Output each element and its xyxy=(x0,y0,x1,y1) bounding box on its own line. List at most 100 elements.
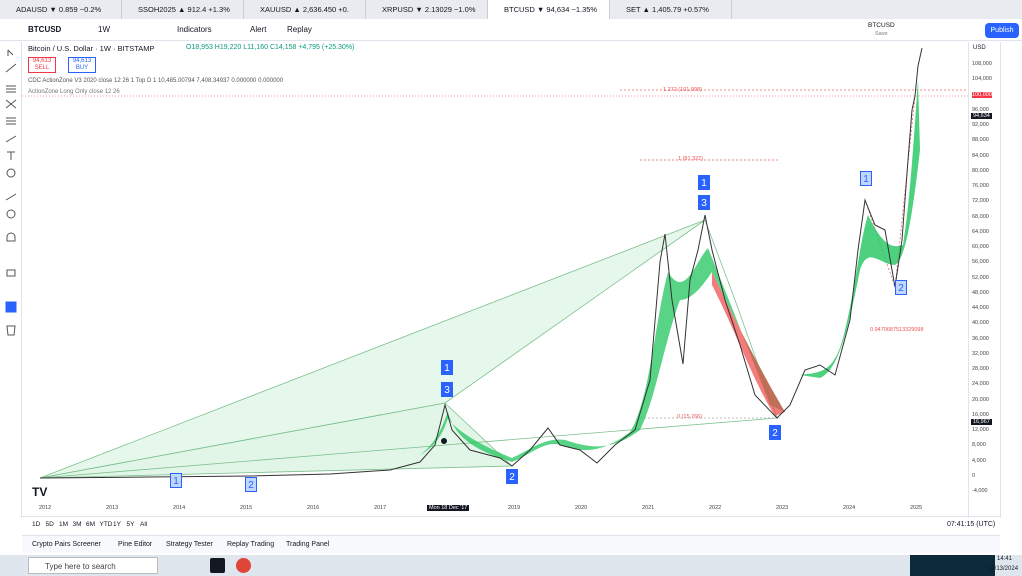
price-tick-label: 60,000 xyxy=(972,244,989,250)
price-tick-label: 20,000 xyxy=(972,396,989,403)
clock: 07:41:15 (UTC) xyxy=(947,521,996,528)
range-button[interactable]: All xyxy=(140,521,148,528)
trend-ribbon xyxy=(800,80,920,378)
range-button[interactable]: 1D xyxy=(32,521,41,528)
wave-label: 2 xyxy=(895,280,907,295)
range-button[interactable]: 6M xyxy=(86,521,96,528)
fib-label: 0.9470687513329098 xyxy=(870,327,924,333)
sell-label: SELL xyxy=(34,65,50,71)
current-price-label: 94,634 xyxy=(971,113,992,119)
price-tick-label: 36,000 xyxy=(972,335,989,342)
price-tick-label: 64,000 xyxy=(972,228,989,235)
price-tick-label: 44,000 xyxy=(972,305,989,311)
range-button[interactable]: 5Y xyxy=(126,521,135,528)
tab[interactable]: XAUUSD ▲ 2,636.450 +0. xyxy=(244,0,366,19)
toolbar: BTCUSD 1W Indicators Alert Replay BTCUSD… xyxy=(0,20,1022,41)
panel-tab[interactable]: Strategy Tester xyxy=(166,541,213,548)
save-button[interactable]: Save xyxy=(875,31,888,37)
price-tick-label: 76,000 xyxy=(972,183,989,189)
range-button[interactable]: 1Y xyxy=(113,521,121,528)
tab[interactable]: ADAUSD ▼ 0.859 −0.2% xyxy=(0,0,122,19)
cursor-price-label: 16,967 xyxy=(971,419,992,425)
price-tick-label: 32,000 xyxy=(972,350,989,357)
price-axis: USD 108,000 104,000 100,000 96,000 92,000 88,0… xyxy=(968,42,1000,518)
sell-price: 94,613 xyxy=(32,58,52,64)
app-icon[interactable] xyxy=(236,558,251,573)
wave-label: 3 xyxy=(698,195,710,210)
price-tick-label: 4,000 xyxy=(972,457,986,464)
time-tick-label: 2015 xyxy=(240,505,253,511)
panel-tab[interactable]: Replay Trading xyxy=(227,541,275,548)
price-tick-label: 0 xyxy=(972,472,976,479)
search-placeholder: Type here to search xyxy=(45,562,116,571)
sell-button[interactable]: 94,613 SELL xyxy=(28,57,56,73)
price-tick-label: 52,000 xyxy=(972,274,989,281)
panel-tab[interactable]: Pine Editor xyxy=(118,541,153,548)
indicator-legend: ActionZone Long Only close 12 26 xyxy=(28,89,120,95)
range-bar: 07:41:15 (UTC) 1D 5D 1M 3M 6M YTD 1Y 5Y All xyxy=(22,516,1000,532)
price-tick-label: 72,000 xyxy=(972,198,989,205)
taskbar: Type here to search 14:41 12/13/2024 xyxy=(0,555,1022,576)
price-tick-label: 16,000 xyxy=(972,411,989,418)
indicator-legend: CDC ActionZone V3 2020 close 12 26 1 Top… xyxy=(28,78,284,84)
drawing-toolbar xyxy=(0,42,22,518)
price-tick-label: -4,000 xyxy=(972,488,988,494)
time-tick-label: 2025 xyxy=(910,505,923,511)
wave-label: 3 xyxy=(441,382,453,397)
wave-label: 2 xyxy=(245,477,257,492)
price-tick-label: 68,000 xyxy=(972,213,989,220)
buy-label: BUY xyxy=(75,65,89,71)
app-icon[interactable] xyxy=(210,558,225,573)
range-button[interactable]: 5D xyxy=(45,521,54,528)
price-tick-label: 28,000 xyxy=(972,366,989,372)
time-tick-label: 2017 xyxy=(374,505,387,511)
tab[interactable]: SET ▲ 1,405.79 +0.57% xyxy=(610,0,732,19)
time-tick-label: 2022 xyxy=(709,505,722,511)
wave-label: 1 xyxy=(860,171,872,186)
time-tick-label: 2024 xyxy=(843,505,856,511)
interval[interactable]: 1W xyxy=(98,25,110,34)
downtrend-ribbon xyxy=(712,272,785,416)
layout-name[interactable]: BTCUSD xyxy=(868,22,895,29)
price-tick-label: 40,000 xyxy=(972,320,989,327)
replay-button[interactable]: Replay xyxy=(287,25,312,34)
fib-label: 1 (81,322) xyxy=(678,156,704,162)
price-tick-label: 24,000 xyxy=(972,381,989,388)
time-tick-label: 2020 xyxy=(575,505,588,511)
publish-button[interactable]: Publish xyxy=(985,23,1019,38)
price-tick-label: 8,000 xyxy=(972,442,986,449)
logo: TV xyxy=(32,485,47,499)
cursor xyxy=(441,438,447,444)
tab[interactable]: BTCUSD ▼ 94,634 −1.35% xyxy=(488,0,610,19)
price-tick-label: 100,000 xyxy=(972,91,992,98)
symbol[interactable]: BTCUSD xyxy=(28,25,62,34)
price-tick-label: 88,000 xyxy=(972,137,989,144)
tab[interactable]: SSOH2025 ▲ 912.4 +1.3% xyxy=(122,0,244,19)
range-button[interactable]: YTD xyxy=(99,521,113,528)
tool-icons xyxy=(5,49,17,336)
tab[interactable]: XRPUSD ▼ 2.13029 −1.0% xyxy=(366,0,488,19)
price-tick-label: 12,000 xyxy=(972,427,989,433)
alert-button[interactable]: Alert xyxy=(250,25,267,34)
trend-line xyxy=(39,417,778,479)
time-tick-label: 2019 xyxy=(508,505,521,511)
price-tick-label: 92,000 xyxy=(972,122,989,128)
search-box[interactable]: Type here to search xyxy=(28,557,158,574)
price-tick-label: 84,000 xyxy=(972,152,989,159)
indicators-button[interactable]: Indicators xyxy=(177,25,212,34)
range-button[interactable]: 1M xyxy=(59,521,69,528)
panel-tabs: Crypto Pairs Screener Pine Editor Strategy… xyxy=(22,535,1000,553)
panel-tab[interactable]: Crypto Pairs Screener xyxy=(32,541,101,548)
range-button[interactable]: 3M xyxy=(72,521,82,528)
wave-label: 2 xyxy=(506,469,518,484)
price-chart: TV xyxy=(22,47,968,499)
legend-title: Bitcoin / U.S. Dollar · 1W · BITSTAMP xyxy=(28,44,155,53)
panel-tab[interactable]: Trading Panel xyxy=(286,541,330,548)
taskbar-time: 14:41 xyxy=(997,556,1013,562)
time-tick-label: 2012 xyxy=(39,505,52,511)
time-tick-label: 2016 xyxy=(307,505,320,511)
fib-label: 0 (15,766) xyxy=(677,414,703,420)
time-tick-label: 2014 xyxy=(173,505,186,511)
buy-button[interactable]: 94,613 BUY xyxy=(68,57,96,73)
axis-unit: USD xyxy=(973,45,986,51)
